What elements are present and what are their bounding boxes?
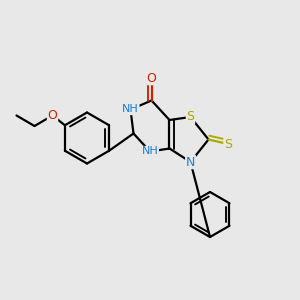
Text: S: S — [187, 110, 194, 124]
Text: NH: NH — [122, 104, 139, 115]
Text: O: O — [147, 71, 156, 85]
Text: O: O — [48, 109, 57, 122]
Text: S: S — [224, 137, 232, 151]
Text: N: N — [186, 155, 195, 169]
Text: NH: NH — [142, 146, 158, 157]
